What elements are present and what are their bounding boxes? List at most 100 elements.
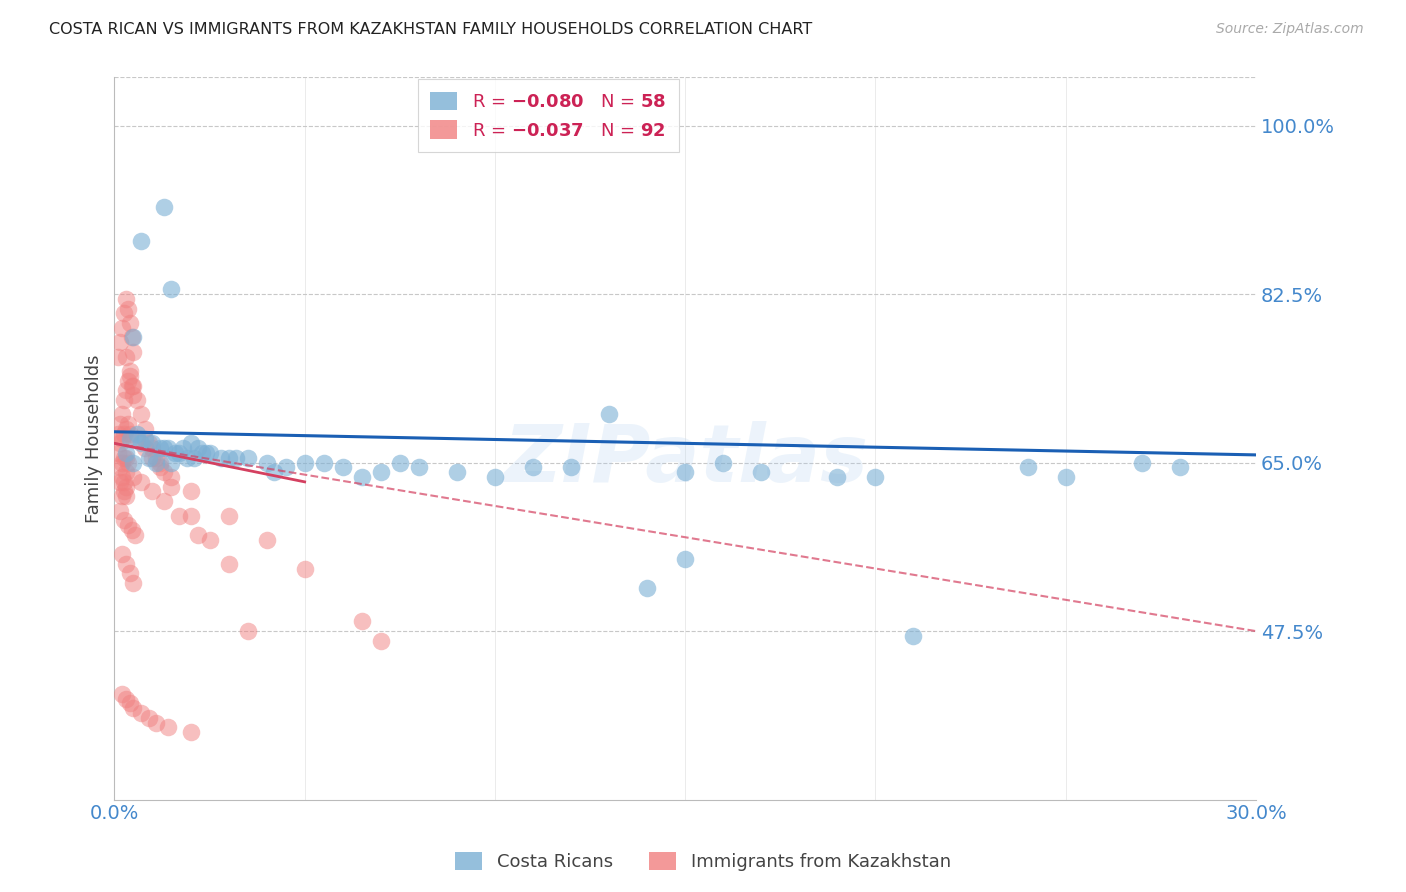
- Point: [263, 465, 285, 479]
- Point: [370, 465, 392, 479]
- Point: [165, 446, 187, 460]
- Point: [141, 450, 163, 465]
- Point: [225, 450, 247, 465]
- Legend: R = $\mathbf{-0.080}$   N = $\mathbf{58}$, R = $\mathbf{-0.037}$   N = $\mathbf{: R = $\mathbf{-0.080}$ N = $\mathbf{58}$,…: [418, 79, 679, 153]
- Point: [122, 388, 145, 402]
- Point: [114, 480, 136, 494]
- Point: [107, 426, 129, 441]
- Point: [111, 456, 134, 470]
- Point: [827, 470, 849, 484]
- Point: [179, 725, 201, 739]
- Point: [408, 460, 430, 475]
- Point: [114, 422, 136, 436]
- Point: [332, 460, 354, 475]
- Point: [122, 576, 145, 591]
- Point: [117, 301, 139, 316]
- Point: [153, 465, 176, 479]
- Point: [145, 450, 167, 465]
- Point: [134, 441, 156, 455]
- Point: [160, 480, 183, 494]
- Point: [274, 460, 297, 475]
- Point: [711, 456, 734, 470]
- Point: [187, 441, 209, 455]
- Point: [209, 450, 232, 465]
- Point: [129, 234, 152, 248]
- Point: [294, 456, 316, 470]
- Point: [179, 436, 201, 450]
- Point: [112, 475, 135, 489]
- Point: [111, 687, 134, 701]
- Point: [118, 368, 141, 383]
- Point: [112, 306, 135, 320]
- Point: [636, 581, 658, 595]
- Point: [141, 441, 163, 455]
- Point: [370, 633, 392, 648]
- Legend: Costa Ricans, Immigrants from Kazakhstan: Costa Ricans, Immigrants from Kazakhstan: [449, 845, 957, 879]
- Point: [122, 344, 145, 359]
- Point: [149, 456, 172, 470]
- Point: [198, 533, 221, 547]
- Point: [118, 364, 141, 378]
- Point: [156, 441, 179, 455]
- Point: [118, 316, 141, 330]
- Point: [114, 691, 136, 706]
- Point: [176, 450, 198, 465]
- Point: [560, 460, 582, 475]
- Text: COSTA RICAN VS IMMIGRANTS FROM KAZAKHSTAN FAMILY HOUSEHOLDS CORRELATION CHART: COSTA RICAN VS IMMIGRANTS FROM KAZAKHSTA…: [49, 22, 813, 37]
- Point: [256, 533, 278, 547]
- Point: [107, 446, 129, 460]
- Point: [149, 460, 172, 475]
- Point: [749, 465, 772, 479]
- Point: [153, 201, 176, 215]
- Point: [111, 489, 134, 503]
- Point: [121, 330, 143, 344]
- Point: [134, 432, 156, 446]
- Point: [350, 470, 373, 484]
- Point: [129, 706, 152, 720]
- Point: [194, 446, 217, 460]
- Point: [114, 384, 136, 398]
- Point: [127, 392, 149, 407]
- Point: [141, 436, 163, 450]
- Point: [117, 518, 139, 533]
- Point: [134, 422, 156, 436]
- Point: [114, 450, 136, 465]
- Point: [141, 484, 163, 499]
- Point: [111, 408, 134, 422]
- Point: [138, 711, 160, 725]
- Point: [1130, 456, 1153, 470]
- Point: [108, 436, 131, 450]
- Point: [122, 330, 145, 344]
- Text: Source: ZipAtlas.com: Source: ZipAtlas.com: [1216, 22, 1364, 37]
- Point: [350, 615, 373, 629]
- Point: [117, 374, 139, 388]
- Point: [156, 720, 179, 734]
- Point: [312, 456, 335, 470]
- Point: [107, 350, 129, 364]
- Point: [112, 484, 135, 499]
- Point: [111, 547, 134, 561]
- Point: [172, 441, 194, 455]
- Point: [1168, 460, 1191, 475]
- Point: [118, 432, 141, 446]
- Point: [179, 484, 201, 499]
- Point: [108, 335, 131, 350]
- Point: [108, 460, 131, 475]
- Point: [124, 528, 146, 542]
- Point: [183, 450, 205, 465]
- Point: [129, 436, 152, 450]
- Point: [218, 508, 240, 523]
- Point: [111, 470, 134, 484]
- Point: [118, 566, 141, 581]
- Point: [218, 450, 240, 465]
- Point: [114, 350, 136, 364]
- Point: [198, 446, 221, 460]
- Point: [167, 508, 190, 523]
- Point: [191, 446, 214, 460]
- Point: [112, 426, 135, 441]
- Point: [294, 561, 316, 575]
- Point: [122, 378, 145, 392]
- Point: [127, 426, 149, 441]
- Point: [114, 465, 136, 479]
- Point: [118, 426, 141, 441]
